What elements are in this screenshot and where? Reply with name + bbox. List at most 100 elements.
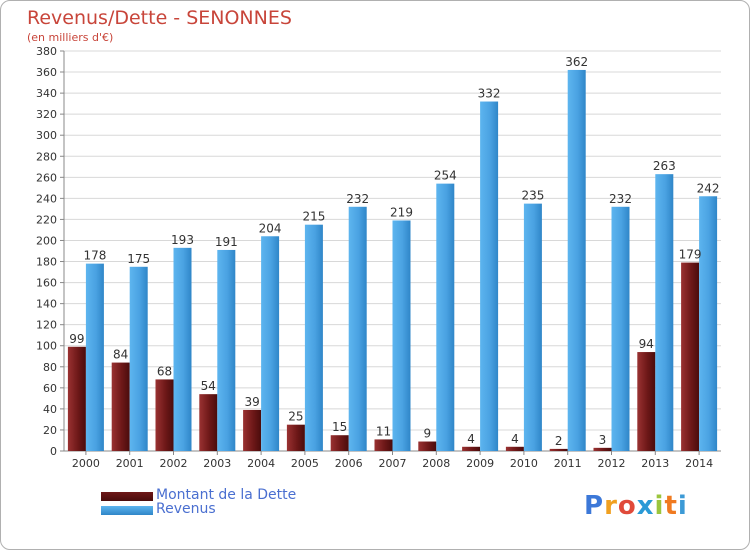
legend-swatch-debt (101, 492, 153, 501)
revenue-bar (392, 220, 411, 451)
revenue-bar (655, 174, 674, 451)
y-tick-label: 380 (36, 45, 57, 58)
revenue-value-label: 215 (302, 210, 325, 224)
y-tick-label: 140 (36, 298, 57, 311)
debt-bar (67, 346, 86, 451)
y-tick-label: 160 (36, 277, 57, 290)
data-labels: 9917884175681935419139204252151523211219… (69, 55, 719, 448)
x-tick-label: 2002 (160, 457, 188, 470)
revenue-bar (611, 206, 630, 451)
debt-value-label: 4 (511, 432, 519, 446)
revenue-value-label: 263 (653, 159, 676, 173)
debt-value-label: 99 (69, 332, 84, 346)
debt-bar (505, 446, 524, 451)
debt-bar (681, 262, 700, 451)
x-tick-label: 2006 (335, 457, 363, 470)
x-axis-ticks: 2000 2001 2002 2003 2004 2005 2006 2007 2008 2009… (72, 451, 713, 470)
revenue-bar (304, 224, 323, 451)
debt-value-label: 9 (423, 427, 431, 441)
revenue-bar (217, 249, 236, 451)
debt-value-label: 68 (157, 364, 172, 378)
debt-bar (374, 439, 393, 451)
y-tick-label: 200 (36, 234, 57, 247)
chart-unit-label: (en milliers d'€) (27, 31, 114, 44)
debt-bar (111, 362, 130, 451)
x-tick-label: 2005 (291, 457, 319, 470)
debt-value-label: 4 (467, 432, 475, 446)
x-tick-label: 2012 (598, 457, 626, 470)
x-tick-label: 2013 (641, 457, 669, 470)
x-tick-label: 2010 (510, 457, 538, 470)
debt-bar (637, 352, 656, 451)
revenue-bar (523, 203, 542, 451)
debt-value-label: 25 (288, 410, 303, 424)
x-tick-label: 2008 (422, 457, 450, 470)
x-tick-label: 2009 (466, 457, 494, 470)
revenue-value-label: 178 (83, 249, 106, 263)
debt-value-label: 3 (599, 433, 607, 447)
y-tick-label: 40 (43, 403, 57, 416)
revenue-bar (699, 196, 718, 451)
x-tick-label: 2014 (685, 457, 713, 470)
y-tick-label: 0 (50, 445, 57, 458)
debt-bar (330, 435, 349, 451)
revenue-value-label: 219 (390, 205, 413, 219)
x-tick-label: 2000 (72, 457, 100, 470)
bars (67, 69, 718, 452)
debt-bar (155, 379, 174, 451)
debt-value-label: 94 (639, 337, 654, 351)
revenue-value-label: 232 (346, 192, 369, 206)
revenue-value-label: 254 (434, 169, 457, 183)
revenue-bar (480, 101, 499, 452)
revenue-bar (261, 236, 280, 451)
y-tick-label: 320 (36, 108, 57, 121)
y-tick-label: 100 (36, 340, 57, 353)
revenue-value-label: 204 (259, 221, 282, 235)
revenue-value-label: 191 (215, 235, 238, 249)
revenue-bar (129, 266, 148, 451)
y-axis-ticks: 0 20 40 60 80 100 120 140 160 180 200 220 240 260 280 3… (36, 45, 64, 458)
debt-bar (199, 394, 218, 451)
revenue-bar (173, 247, 192, 451)
legend-label-revenue: Revenus (156, 501, 216, 517)
revenue-bar (567, 69, 586, 452)
legend-label-debt: Montant de la Dette (156, 487, 297, 503)
debt-bar (549, 448, 568, 451)
x-tick-label: 2004 (247, 457, 275, 470)
debt-bar (462, 446, 481, 451)
debt-value-label: 54 (201, 379, 216, 393)
revenue-value-label: 175 (127, 252, 150, 266)
debt-value-label: 39 (244, 395, 259, 409)
y-tick-label: 300 (36, 129, 57, 142)
revenue-bar (85, 263, 104, 451)
debt-value-label: 15 (332, 420, 347, 434)
debt-bar (593, 447, 612, 451)
y-tick-label: 340 (36, 87, 57, 100)
y-tick-label: 280 (36, 150, 57, 163)
y-tick-label: 240 (36, 192, 57, 205)
revenue-value-label: 332 (478, 87, 501, 101)
revenue-value-label: 235 (521, 189, 544, 203)
proxiti-logo: Proxiti (584, 491, 688, 521)
revenue-value-label: 362 (565, 55, 588, 69)
x-tick-label: 2007 (379, 457, 407, 470)
y-tick-label: 80 (43, 361, 57, 374)
revenue-bar (436, 183, 455, 451)
y-tick-label: 20 (43, 424, 57, 437)
revenue-value-label: 232 (609, 192, 632, 206)
y-tick-label: 120 (36, 319, 57, 332)
x-tick-label: 2011 (554, 457, 582, 470)
revenue-bar (348, 206, 367, 451)
debt-value-label: 11 (376, 424, 391, 438)
debt-value-label: 2 (555, 434, 563, 448)
y-tick-label: 360 (36, 66, 57, 79)
x-tick-label: 2003 (203, 457, 231, 470)
chart-title: Revenus/Dette - SENONNES (27, 7, 292, 29)
debt-bar (418, 441, 437, 451)
revenue-value-label: 242 (697, 181, 720, 195)
revenue-value-label: 193 (171, 233, 194, 247)
debt-value-label: 179 (679, 248, 702, 262)
debt-bar (286, 424, 305, 451)
